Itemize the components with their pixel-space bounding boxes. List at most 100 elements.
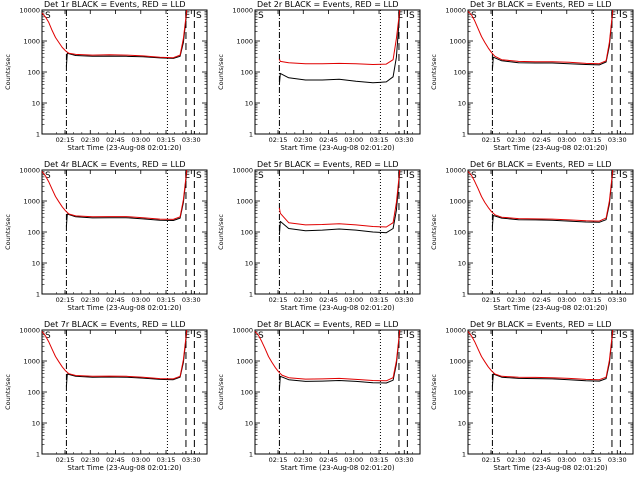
x-tick-label: 03:00	[344, 456, 363, 464]
x-tick-label: 03:30	[182, 136, 201, 144]
interval-marker-s: S	[258, 11, 264, 21]
plot-frame	[41, 169, 208, 295]
lld-series-line	[278, 169, 401, 228]
interval-marker-s: S	[471, 11, 477, 21]
y-tick-label: 100	[28, 229, 40, 237]
panel-title: Det 5r BLACK = Events, RED = LLD	[257, 160, 399, 169]
y-tick-label: 100	[241, 69, 253, 77]
y-tick-label: 1	[462, 291, 466, 299]
y-tick-label: 100	[28, 69, 40, 77]
plot-frame	[254, 9, 421, 135]
x-tick-label: 03:15	[157, 456, 176, 464]
y-tick-label: 100	[241, 229, 253, 237]
x-tick-label: 02:30	[294, 456, 313, 464]
chart-panel-9: Det 9r BLACK = Events, RED = LLD 1 10 100 10…	[430, 320, 634, 472]
events-series-line	[65, 331, 188, 387]
x-tick-label: 03:30	[395, 456, 414, 464]
interval-marker-s: S	[622, 11, 628, 21]
y-tick-label: 1000	[449, 38, 466, 46]
events-series-line	[278, 11, 401, 85]
y-axis-label: Counts/sec	[4, 374, 12, 410]
y-tick-label: 10000	[19, 167, 40, 175]
x-tick-label: 03:00	[344, 296, 363, 304]
x-tick-label: 03:00	[557, 296, 576, 304]
panel-title: Det 8r BLACK = Events, RED = LLD	[257, 320, 399, 329]
y-tick-label: 10	[458, 260, 466, 268]
plot-frame	[467, 9, 634, 135]
panel-title: Det 9r BLACK = Events, RED = LLD	[470, 320, 612, 329]
y-tick-label: 1000	[236, 198, 253, 206]
y-tick-label: 10000	[445, 7, 466, 15]
y-tick-label: 1	[249, 451, 253, 459]
y-tick-label: 10	[458, 420, 466, 428]
lld-series-line	[41, 329, 188, 380]
y-tick-label: 10000	[232, 167, 253, 175]
y-tick-label: 1	[249, 291, 253, 299]
events-series-line	[65, 11, 188, 67]
x-tick-label: 03:30	[608, 296, 627, 304]
y-axis-label: Counts/sec	[430, 54, 438, 90]
interval-marker-e: E	[397, 331, 403, 341]
panel-title: Det 1r BLACK = Events, RED = LLD	[44, 0, 186, 9]
x-tick-label: 02:15	[56, 296, 75, 304]
x-tick-label: 02:45	[319, 136, 338, 144]
x-tick-label: 02:45	[532, 456, 551, 464]
y-tick-label: 1000	[449, 198, 466, 206]
events-series-line	[65, 171, 188, 227]
x-tick-label: 02:30	[507, 456, 526, 464]
interval-marker-s: S	[471, 171, 477, 181]
interval-marker-s: S	[45, 11, 51, 21]
x-tick-label: 02:45	[532, 296, 551, 304]
x-tick-label: 03:30	[182, 456, 201, 464]
y-tick-label: 10000	[19, 7, 40, 15]
y-tick-label: 10	[458, 100, 466, 108]
x-tick-label: 03:30	[395, 136, 414, 144]
lld-series-line	[467, 9, 614, 65]
lld-series-line	[254, 329, 401, 382]
y-tick-label: 1	[462, 451, 466, 459]
y-tick-label: 10	[32, 420, 40, 428]
interval-marker-s: S	[622, 171, 628, 181]
y-tick-label: 10	[245, 260, 253, 268]
x-tick-label: 02:30	[81, 136, 100, 144]
y-tick-label: 100	[454, 389, 466, 397]
y-tick-label: 1	[462, 131, 466, 139]
x-tick-label: 02:30	[81, 456, 100, 464]
interval-marker-s: S	[471, 331, 477, 341]
interval-marker-e: E	[184, 11, 190, 21]
y-tick-label: 100	[28, 389, 40, 397]
x-tick-label: 03:15	[583, 296, 602, 304]
interval-marker-e: E	[184, 331, 190, 341]
x-tick-label: 02:15	[269, 296, 288, 304]
x-tick-label: 02:45	[532, 136, 551, 144]
plot-frame	[467, 329, 634, 455]
events-series-line	[278, 331, 401, 390]
interval-marker-s: S	[196, 11, 202, 21]
interval-marker-s: S	[196, 331, 202, 341]
plot-frame	[467, 169, 634, 295]
y-tick-label: 1000	[23, 38, 40, 46]
x-tick-label: 03:15	[157, 136, 176, 144]
x-axis-label: Start Time (23-Aug-08 02:01:20)	[67, 144, 181, 152]
lld-series-line	[467, 329, 614, 381]
y-tick-label: 1	[36, 131, 40, 139]
lld-series-line	[467, 169, 614, 222]
x-tick-label: 02:15	[482, 456, 501, 464]
x-tick-label: 03:15	[370, 456, 389, 464]
interval-marker-e: E	[610, 11, 616, 21]
y-tick-label: 10	[32, 100, 40, 108]
interval-marker-s: S	[409, 331, 415, 341]
y-axis-label: Counts/sec	[217, 54, 225, 90]
events-series-line	[491, 331, 614, 387]
x-axis-label: Start Time (23-Aug-08 02:01:20)	[67, 464, 181, 472]
y-tick-label: 10000	[232, 7, 253, 15]
x-axis-label: Start Time (23-Aug-08 02:01:20)	[493, 464, 607, 472]
y-tick-label: 10000	[19, 327, 40, 335]
x-tick-label: 02:45	[106, 456, 125, 464]
lld-series-line	[278, 9, 401, 65]
chart-panel-2: Det 2r BLACK = Events, RED = LLD 1 10 100 10…	[217, 0, 421, 152]
x-tick-label: 02:15	[482, 296, 501, 304]
panel-title: Det 2r BLACK = Events, RED = LLD	[257, 0, 399, 9]
x-tick-label: 02:30	[294, 296, 313, 304]
